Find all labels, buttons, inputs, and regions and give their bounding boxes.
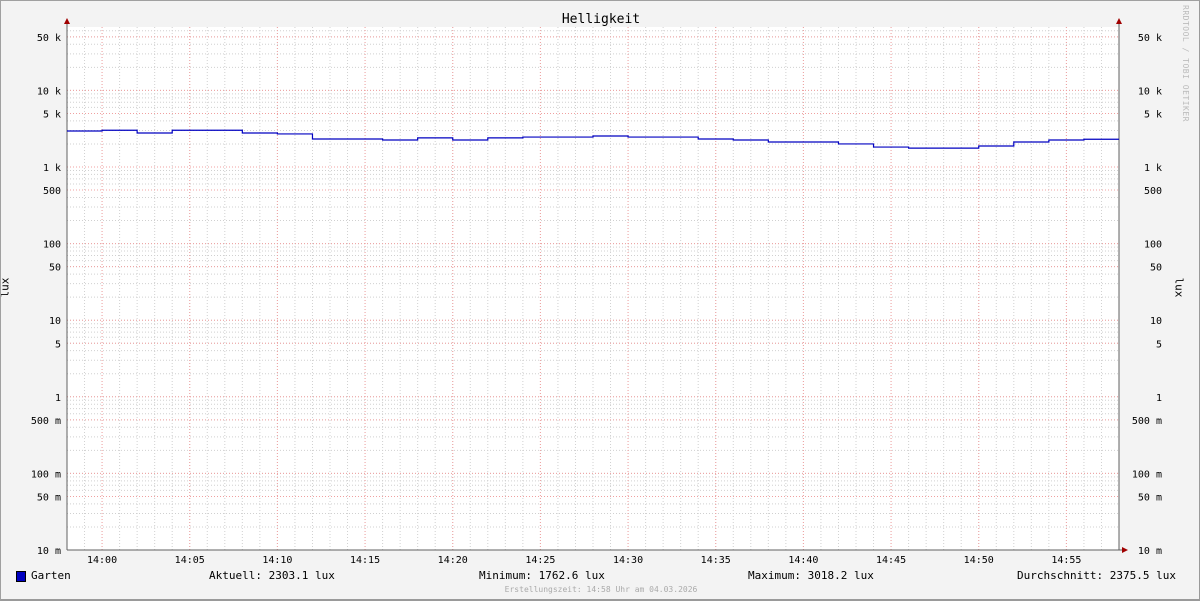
- legend-minimum: Minimum: 1762.6 lux: [479, 569, 605, 582]
- y-tick-label-left: 5 k: [43, 109, 61, 120]
- legend-swatch: [16, 571, 26, 582]
- chart-title: Helligkeit: [561, 12, 641, 27]
- y-tick-label-right: 5 k: [1144, 109, 1162, 120]
- series-line-garten: [67, 129, 1119, 149]
- y-tick-label-left: 1: [55, 393, 61, 404]
- legend-average: Durchschnitt: 2375.5 lux: [1017, 569, 1176, 582]
- y-tick-label-left: 10 k: [37, 86, 61, 97]
- x-tick-label: 14:00: [87, 555, 117, 566]
- x-tick-label: 14:10: [262, 555, 292, 566]
- y-axis-label-left: lux: [0, 277, 12, 298]
- y-axis-label-right: lux: [1172, 277, 1186, 298]
- y-tick-label-left: 100 m: [31, 469, 61, 480]
- legend-series-name: Garten: [31, 569, 71, 582]
- watermark: RRDTOOL / TOBI OETIKER: [1181, 5, 1190, 122]
- y-tick-label-right: 10 k: [1138, 86, 1162, 97]
- y-tick-label-left: 500: [43, 186, 61, 197]
- y-axis-arrow: [64, 18, 70, 24]
- x-tick-label: 14:50: [964, 555, 994, 566]
- y-tick-label-right: 500: [1144, 186, 1162, 197]
- x-tick-label: 14:55: [1051, 555, 1081, 566]
- y-tick-label-left: 5: [55, 339, 61, 350]
- y-tick-label-right: 10: [1150, 316, 1162, 327]
- y-tick-label-right: 10 m: [1138, 546, 1162, 557]
- legend-maximum: Maximum: 3018.2 lux: [748, 569, 874, 582]
- y-tick-label-left: 50: [49, 263, 61, 274]
- y-tick-label-right: 50 m: [1138, 492, 1162, 503]
- y-tick-label-left: 10 m: [37, 546, 61, 557]
- x-tick-label: 14:35: [701, 555, 731, 566]
- y-tick-label-right: 50 k: [1138, 33, 1162, 44]
- y-tick-label-right: 100 m: [1132, 469, 1162, 480]
- legend-current: Aktuell: 2303.1 lux: [209, 569, 335, 582]
- y-tick-label-right: 1 k: [1144, 163, 1162, 174]
- y-tick-label-right: 100: [1144, 240, 1162, 251]
- y-tick-label-left: 10: [49, 316, 61, 327]
- y-axis-arrow-right: [1116, 18, 1122, 24]
- y-tick-label-right: 500 m: [1132, 416, 1162, 427]
- x-tick-label: 14:45: [876, 555, 906, 566]
- y-tick-label-left: 1 k: [43, 163, 61, 174]
- x-tick-label: 14:30: [613, 555, 643, 566]
- x-tick-label: 14:40: [788, 555, 818, 566]
- y-tick-label-left: 500 m: [31, 416, 61, 427]
- y-tick-label-right: 1: [1156, 393, 1162, 404]
- y-tick-label-left: 50 k: [37, 33, 61, 44]
- x-tick-label: 14:25: [525, 555, 555, 566]
- x-tick-label: 14:20: [438, 555, 468, 566]
- y-tick-label-left: 50 m: [37, 492, 61, 503]
- y-tick-label-right: 5: [1156, 339, 1162, 350]
- x-tick-label: 14:15: [350, 555, 380, 566]
- y-tick-label-right: 50: [1150, 263, 1162, 274]
- x-axis-arrow: [1122, 547, 1128, 553]
- footer-timestamp: Erstellungszeit: 14:58 Uhr am 04.03.2026: [504, 585, 698, 594]
- y-tick-label-left: 100: [43, 240, 61, 251]
- x-tick-label: 14:05: [175, 555, 205, 566]
